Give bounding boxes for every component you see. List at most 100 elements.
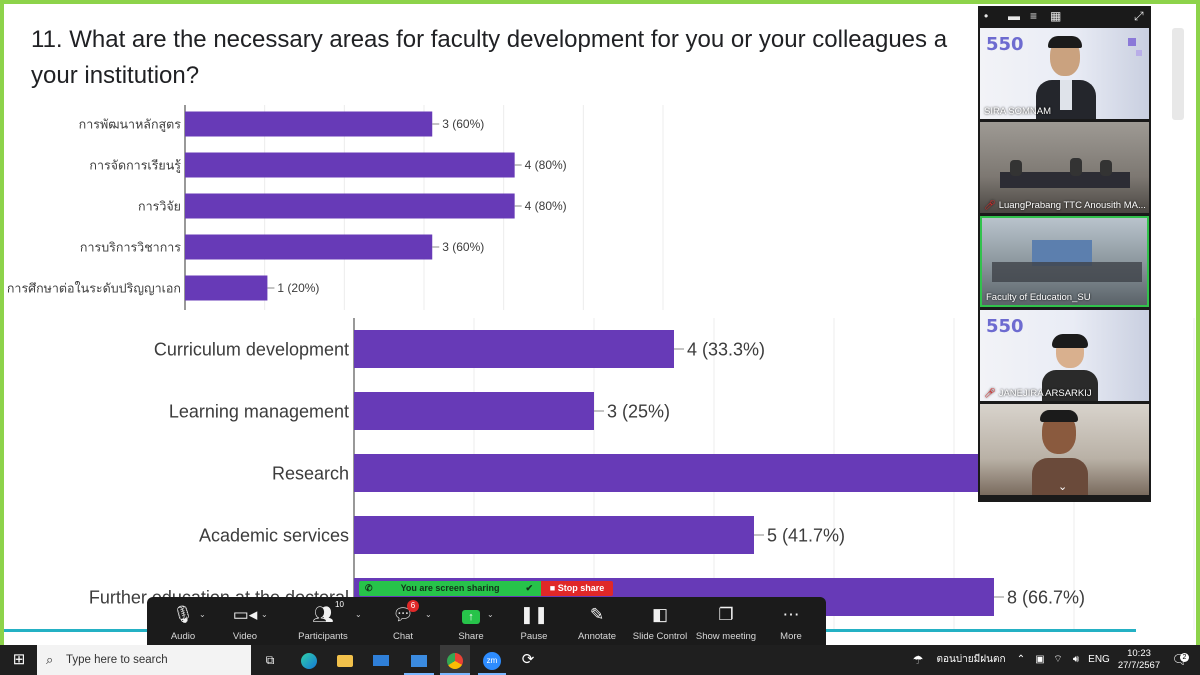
participant-name: SIRA SOMNAM	[984, 106, 1052, 117]
more-button[interactable]: ⋯ More	[773, 597, 809, 645]
slide-control-icon: ◧	[651, 605, 669, 624]
show-meeting-button[interactable]: ❐ Show meeting	[695, 597, 757, 645]
video-options-caret[interactable]: ⌄	[261, 610, 268, 619]
event-logo: 550	[986, 316, 1024, 337]
annotate-label: Annotate	[577, 631, 617, 642]
edge-browser-icon[interactable]	[296, 645, 322, 675]
room-scene	[992, 262, 1142, 282]
bar	[185, 152, 515, 178]
category-label: การพัฒนาหลักสูตร	[79, 117, 182, 132]
category-label: Curriculum development	[154, 339, 349, 359]
data-label: 5 (41.7%)	[767, 525, 845, 545]
room-scene	[1100, 160, 1112, 176]
chevron-down-icon[interactable]: ⌄	[1058, 481, 1068, 493]
room-scene	[1032, 240, 1092, 266]
bar	[354, 454, 994, 492]
windows-taskbar: ⊞ ⌕ Type here to search ⧉ zm ⟳ ☂ ตอนบ่าย…	[0, 645, 1200, 675]
data-label: 4 (80%)	[525, 199, 567, 213]
language-indicator[interactable]: ENG	[1088, 654, 1110, 665]
category-label: การวิจัย	[138, 199, 181, 213]
chart-english: Curriculum development 4 (33.3%) Learning …	[60, 318, 1196, 630]
show-meeting-icon: ❐	[718, 605, 734, 624]
category-label: การบริการวิชาการ	[80, 240, 181, 254]
room-scene	[1000, 172, 1130, 188]
task-view-icon[interactable]: ⧉	[265, 653, 275, 667]
bar	[354, 392, 594, 430]
participant-name: 🎤︎ LuangPrabang TTC Anousith MA...	[984, 200, 1146, 211]
chat-button[interactable]: 💬︎ 6 Chat	[383, 597, 423, 645]
bar	[354, 516, 754, 554]
network-icon[interactable]: ⌔	[1053, 654, 1063, 665]
video-button[interactable]: ▭◂ Video	[223, 597, 267, 645]
video-tile[interactable]: 550 🎤︎ JANEJIRA ARSARKIJ	[980, 310, 1149, 401]
chrome-icon[interactable]	[440, 645, 470, 675]
taskbar-search-input[interactable]: ⌕ Type here to search	[37, 645, 251, 675]
share-options-caret[interactable]: ⌄	[487, 610, 494, 619]
mail-icon[interactable]	[368, 645, 394, 675]
chat-options-caret[interactable]: ⌄	[425, 610, 432, 619]
audio-options-caret[interactable]: ⌄	[199, 610, 206, 619]
stop-icon: ■	[549, 583, 558, 593]
bar	[185, 193, 515, 219]
participant-face	[1042, 334, 1098, 401]
search-placeholder: Type here to search	[66, 654, 168, 666]
clock-time: 10:23	[1127, 648, 1151, 659]
video-tile[interactable]: ⌄	[980, 404, 1149, 495]
volume-icon[interactable]: 🔊︎	[1072, 654, 1080, 665]
scrollbar[interactable]	[1172, 28, 1184, 120]
audio-label: Audio	[170, 631, 196, 642]
zoom-app-icon[interactable]: zm	[478, 645, 506, 675]
audio-button[interactable]: 🎙︎ Audio	[161, 597, 205, 645]
video-panel-toolbar: • ▬ ≡ ▦ ⤢	[978, 6, 1151, 26]
share-button[interactable]: ↑ Share	[451, 597, 491, 645]
participant-name: Faculty of Education_SU	[986, 292, 1091, 303]
clock[interactable]: 10:23 27/7/2567	[1114, 645, 1164, 675]
bar	[185, 111, 433, 137]
participants-button[interactable]: 👥︎ 10 Participants	[295, 597, 351, 645]
logo-pixels	[1136, 50, 1142, 56]
category-label: Learning management	[169, 401, 349, 421]
meeting-app-icon[interactable]	[404, 645, 434, 675]
data-label: 3 (60%)	[442, 117, 484, 131]
notification-icon[interactable]: 🗨︎2	[1168, 645, 1192, 675]
participant-face	[1032, 410, 1088, 495]
data-label: 3 (60%)	[442, 240, 484, 254]
file-explorer-icon[interactable]	[332, 645, 358, 675]
event-logo: 550	[986, 34, 1024, 55]
chart-thai-svg: การพัฒนาหลักสูตร 3 (60%) การจัดการเรียนรู้…	[7, 105, 664, 310]
pause-icon: ❚❚	[519, 605, 549, 624]
pause-button[interactable]: ❚❚ Pause	[513, 597, 555, 645]
tray-icon[interactable]: ▣	[1035, 654, 1045, 665]
participant-face	[1036, 36, 1096, 119]
video-tile[interactable]: 550 SIRA SOMNAM	[980, 28, 1149, 119]
category-label: Research	[272, 463, 349, 483]
refresh-app-icon[interactable]: ⟳	[521, 651, 535, 668]
video-tile-active-speaker[interactable]: Faculty of Education_SU	[980, 216, 1149, 307]
video-tile[interactable]: 🎤︎ LuangPrabang TTC Anousith MA...	[980, 122, 1149, 213]
annotate-button[interactable]: ✎ Annotate	[573, 597, 621, 645]
clock-date: 27/7/2567	[1117, 660, 1161, 671]
category-label: การจัดการเรียนรู้	[89, 158, 181, 173]
weather-text[interactable]: ตอนบ่ายมีฝนตก	[936, 654, 1006, 665]
bar	[185, 275, 268, 301]
muted-mic-icon: 🎤︎	[984, 388, 997, 399]
chevron-up-icon[interactable]: ⌃	[1016, 654, 1026, 665]
stop-share-label: Stop share	[557, 583, 605, 593]
chart-english-svg: Curriculum development 4 (33.3%) Learning …	[89, 318, 1195, 630]
stop-share-button[interactable]: ■ Stop share	[541, 581, 613, 596]
windows-start-icon[interactable]: ⊞	[12, 651, 26, 668]
participants-label: Participants	[298, 631, 348, 642]
data-label: 1 (20%)	[277, 281, 319, 295]
pen-icon: ✎	[589, 605, 605, 624]
minimize-icon[interactable]: •	[984, 9, 989, 23]
slide-control-button[interactable]: ◧ Slide Control	[631, 597, 689, 645]
restore-icon[interactable]: ▬	[1008, 9, 1020, 23]
view-strip-icon[interactable]: ≡	[1030, 9, 1038, 23]
expand-icon[interactable]: ⤢	[1134, 9, 1144, 23]
weather-icon[interactable]: ☂	[912, 653, 924, 667]
microphone-icon: 🎙︎	[172, 605, 194, 624]
logo-text: 50	[998, 34, 1024, 55]
grid-view-icon[interactable]: ▦	[1050, 9, 1062, 23]
slide-control-label: Slide Control	[632, 631, 688, 642]
participants-options-caret[interactable]: ⌄	[355, 610, 362, 619]
